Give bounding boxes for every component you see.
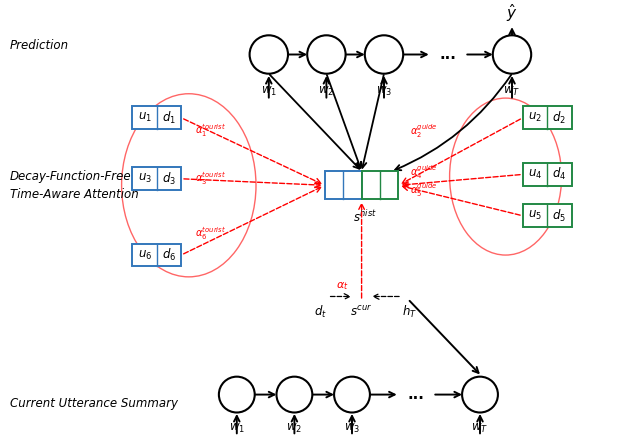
Ellipse shape [493,35,531,74]
Text: $w_T$: $w_T$ [504,85,520,98]
Text: Current Utterance Summary: Current Utterance Summary [10,397,178,410]
Text: $d_6$: $d_6$ [162,247,176,263]
Bar [362,171,398,200]
Text: $\alpha_2^{guide}$: $\alpha_2^{guide}$ [410,122,437,140]
Ellipse shape [307,35,346,74]
Text: $u_2$: $u_2$ [528,111,542,124]
Ellipse shape [276,377,312,412]
Bar [523,204,572,227]
Text: Decay-Function-Free
Time-Aware Attention: Decay-Function-Free Time-Aware Attention [10,170,138,201]
Text: $d_5$: $d_5$ [552,208,566,224]
Text: $d_2$: $d_2$ [552,110,566,126]
Text: $s^{hist}$: $s^{hist}$ [353,209,377,225]
Text: $\alpha_4^{guide}$: $\alpha_4^{guide}$ [410,164,437,181]
Text: $h_T$: $h_T$ [402,304,417,320]
Ellipse shape [334,377,370,412]
Text: $w_2$: $w_2$ [318,85,335,98]
Bar [523,163,572,186]
Text: $\alpha_1^{tourist}$: $\alpha_1^{tourist}$ [195,123,227,139]
Bar [132,167,181,190]
Text: $w_3$: $w_3$ [344,422,360,435]
Text: $u_1$: $u_1$ [138,111,152,124]
Text: $d_4$: $d_4$ [552,167,566,182]
Bar [132,244,181,266]
Ellipse shape [250,35,288,74]
Bar [132,106,181,129]
Text: $\alpha_6^{tourist}$: $\alpha_6^{tourist}$ [195,225,227,242]
Text: $w_2$: $w_2$ [286,422,303,435]
Bar [523,106,572,129]
Ellipse shape [365,35,403,74]
Text: $\alpha_5^{guide}$: $\alpha_5^{guide}$ [410,181,437,198]
Text: Prediction: Prediction [10,39,68,52]
Text: ...: ... [408,387,424,402]
Text: $\hat{y}$: $\hat{y}$ [506,2,518,24]
Text: $d_1$: $d_1$ [162,110,176,126]
Text: $u_4$: $u_4$ [528,168,542,181]
Text: $w_1$: $w_1$ [228,422,245,435]
Text: $w_3$: $w_3$ [376,85,392,98]
Text: ...: ... [440,47,456,62]
Ellipse shape [219,377,255,412]
Text: $s^{cur}$: $s^{cur}$ [351,304,372,319]
Text: $u_5$: $u_5$ [528,209,542,222]
Text: $\alpha_3^{tourist}$: $\alpha_3^{tourist}$ [195,170,227,187]
Ellipse shape [462,377,498,412]
Bar [324,171,362,200]
Text: $\alpha_t$: $\alpha_t$ [336,280,349,292]
Text: $d_3$: $d_3$ [162,171,176,187]
Text: $u_3$: $u_3$ [138,172,152,185]
Text: $w_1$: $w_1$ [260,85,277,98]
Text: $u_6$: $u_6$ [138,249,152,262]
Text: $d_t$: $d_t$ [314,304,326,320]
Text: $w_T$: $w_T$ [472,422,488,435]
